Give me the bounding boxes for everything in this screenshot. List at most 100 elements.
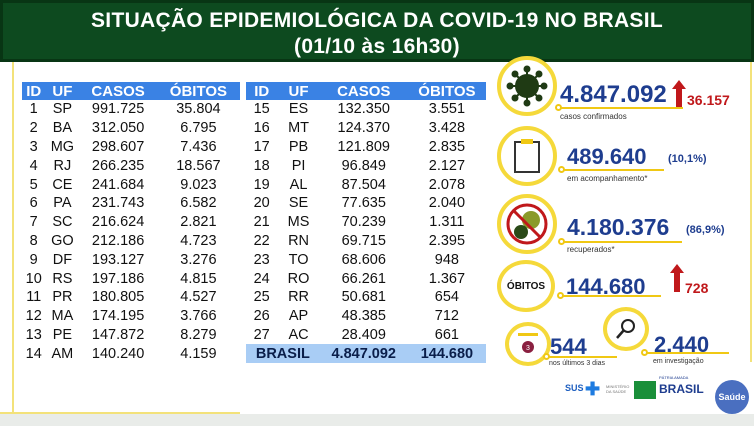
table-cell: 23 [253,251,270,268]
table-cell: 11 [26,289,42,306]
table-cell: 140.240 [91,345,145,362]
table-cell: 2.835 [428,138,466,155]
ministry-logo: MINISTÉRIO DA SAÚDE [606,384,630,394]
table-row: 1 SP 991.725 35.804 [22,100,240,119]
states-table-right: ID UF CASOS ÓBITOS 15 ES 132.350 3.551 16 MT 124.3… [246,82,486,364]
table-cell: 25 [253,289,270,306]
table-cell: 20 [253,195,270,212]
last3-value: 544 [550,334,587,359]
deaths-delta: 728 [685,280,709,296]
table-cell: 132.350 [337,101,390,118]
table-row: 6 PA 231.743 6.582 [22,194,240,213]
table-cell: 712 [434,308,459,325]
table-cell: 6.582 [180,195,217,212]
table-cell: 8.279 [180,326,217,343]
table-row: 23 TO 68.606 948 [246,250,486,269]
table-cell: PE [52,326,73,343]
brasil-logo: BRASIL [659,382,704,396]
divider [12,62,14,414]
table-cell: 4 [29,157,38,174]
table-cell: 231.743 [91,195,145,212]
table-cell: 69.715 [341,232,386,249]
table-row: 15 ES 132.350 3.551 [246,100,486,119]
table-cell: 22 [253,232,270,249]
table-cell: 24 [253,270,270,287]
table-row: 5 CE 241.684 9.023 [22,175,240,194]
table-cell: 3 [29,138,38,155]
logos-bar: SUS ✚ MINISTÉRIO DA SAÚDE PÁTRIA AMADA B… [560,373,710,409]
table-cell: 193.127 [91,251,145,268]
table-cell: 50.681 [341,289,386,306]
investigation-label: em investigação [653,358,704,365]
table-cell: 654 [434,289,459,306]
virus-icon [497,56,557,116]
states-table-left: ID UF CASOS ÓBITOS 1 SP 991.725 35.804 2 BA 312.05… [22,82,240,363]
table-cell: 15 [253,101,270,118]
recovered-value: 4.180.376 [567,214,670,240]
table-cell: 87.504 [341,176,386,193]
column-header: UF [45,82,80,100]
deaths-value: 144.680 [566,274,646,299]
monitoring-value: 489.640 [567,144,647,169]
column-header: CASOS [79,82,157,100]
table-cell: PR [52,289,73,306]
table-cell: 266.235 [91,157,145,174]
total-cell: 144.680 [407,344,486,364]
table-row: 27 AC 28.409 661 [246,326,486,345]
table-cell: 1.311 [429,214,465,231]
table-row: 8 GO 212.186 4.723 [22,232,240,251]
table-cell: 17 [253,138,270,155]
divider [750,62,752,362]
table-cell: 18.567 [176,157,221,174]
table-cell: 6 [29,195,38,212]
table-cell: TO [288,251,309,268]
table-cell: RN [288,232,310,249]
table-cell: 4.527 [180,289,217,306]
table-row: 22 RN 69.715 2.395 [246,232,486,251]
table-cell: 2.040 [428,195,466,212]
table-cell: 70.239 [341,214,386,231]
table-cell: 4.723 [180,232,217,249]
table-row: 26 AP 48.385 712 [246,307,486,326]
table-cell: MS [287,214,310,231]
table-cell: 1 [29,101,38,118]
table-cell: SE [288,195,309,212]
table-cell: 124.370 [337,120,390,137]
confirmed-value: 4.847.092 [560,81,667,108]
table-cell: 3.428 [428,120,466,137]
header: SITUAÇÃO EPIDEMIOLÓGICA DA COVID-19 NO B… [0,0,754,62]
table-cell: 5 [29,176,38,193]
underline [561,107,683,109]
table-cell: 241.684 [91,176,145,193]
table-cell: 68.606 [341,251,386,268]
table-cell: 948 [434,251,459,268]
table-cell: 7.436 [180,138,217,155]
underline [647,352,729,354]
table-cell: 147.872 [91,326,145,343]
table-cell: 14 [25,345,42,362]
table-cell: 4.815 [180,270,217,287]
confirmed-delta: 36.157 [687,92,730,108]
column-header: ÓBITOS [407,82,486,100]
table-cell: RJ [53,157,72,174]
clipboard-icon [497,126,557,186]
table-cell: 18 [253,157,270,174]
last3-label: nos últimos 3 dias [549,360,606,367]
arrow-up-icon [672,80,686,108]
table-row: 17 PB 121.809 2.835 [246,138,486,157]
total-row: BRASIL 4.847.092 144.680 [246,344,486,364]
table-cell: 12 [25,308,42,325]
table-row: 11 PR 180.805 4.527 [22,288,240,307]
table-cell: 9 [29,251,38,268]
table-cell: AP [288,308,309,325]
table-cell: RR [288,289,310,306]
underline [563,295,661,297]
table-cell: 77.635 [341,195,386,212]
confirmed-label: casos confirmados [560,112,627,121]
page-title: SITUAÇÃO EPIDEMIOLÓGICA DA COVID-19 NO B… [91,9,663,32]
table-cell: 180.805 [91,289,145,306]
table-cell: 96.849 [341,157,386,174]
table-cell: 2.078 [428,176,466,193]
table-row: 20 SE 77.635 2.040 [246,194,486,213]
table-row: 21 MS 70.239 1.311 [246,213,486,232]
